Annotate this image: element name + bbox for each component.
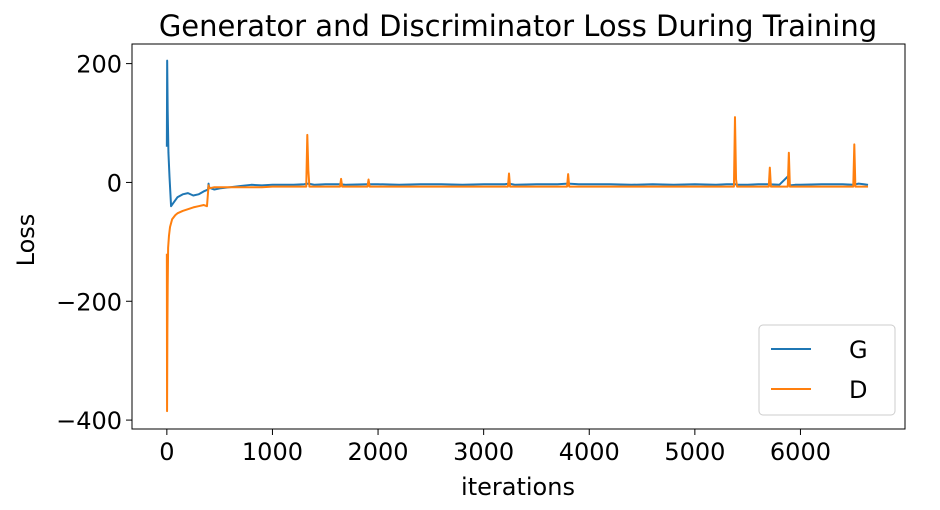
chart-title: Generator and Discriminator Loss During … xyxy=(159,9,877,43)
y-tick-label: −400 xyxy=(56,407,122,435)
x-tick-label: 4000 xyxy=(559,438,620,466)
legend: GD xyxy=(758,324,896,416)
y-tick-label: 200 xyxy=(76,51,122,79)
axes-frame xyxy=(131,43,906,430)
x-tick-label: 0 xyxy=(159,438,174,466)
x-axis-label: iterations xyxy=(461,473,575,501)
series-line-d xyxy=(165,116,869,413)
x-tick-label: 3000 xyxy=(453,438,514,466)
legend-label-g: G xyxy=(849,336,868,364)
y-axis-label: Loss xyxy=(12,214,40,267)
y-tick-label: −200 xyxy=(56,288,122,316)
y-tick-label: 0 xyxy=(107,169,122,197)
legend-label-d: D xyxy=(849,376,867,404)
plot-area xyxy=(165,59,869,413)
legend-box xyxy=(758,324,896,416)
series-line-g xyxy=(165,59,869,208)
x-tick-label: 5000 xyxy=(664,438,725,466)
x-tick-label: 6000 xyxy=(770,438,831,466)
x-tick-label: 1000 xyxy=(242,438,303,466)
x-tick-label: 2000 xyxy=(348,438,409,466)
